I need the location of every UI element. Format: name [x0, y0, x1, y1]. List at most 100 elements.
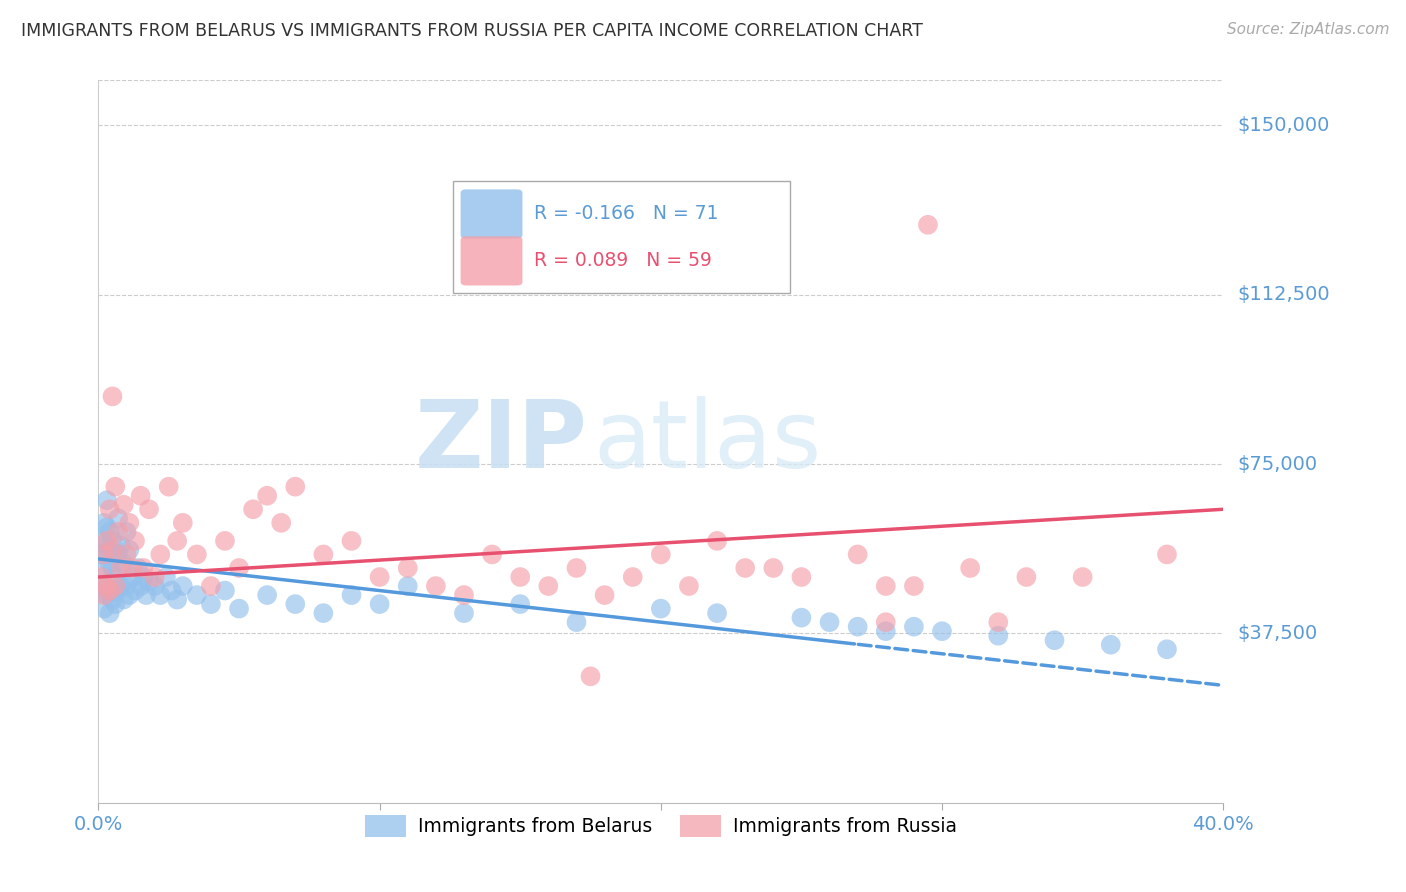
Point [98, 502, 121, 516]
Point [110, 579, 132, 593]
Point [875, 615, 897, 630]
Point [875, 624, 897, 639]
Point [1071, 570, 1094, 584]
Point [129, 489, 152, 503]
Point [636, 253, 658, 268]
Point [93, 548, 115, 562]
Point [903, 579, 925, 593]
Point [734, 561, 756, 575]
Point [93, 561, 115, 575]
Text: $112,500: $112,500 [1237, 285, 1330, 304]
Point [118, 588, 141, 602]
Point [124, 533, 146, 548]
Point [98, 583, 121, 598]
Point [112, 592, 135, 607]
Point [115, 524, 138, 539]
Point [1099, 638, 1122, 652]
Point [481, 548, 503, 562]
Point [242, 502, 264, 516]
Point [1156, 642, 1178, 657]
Point [121, 561, 143, 575]
Point [256, 588, 278, 602]
Point [214, 583, 236, 598]
Point [160, 583, 183, 598]
Point [96, 520, 118, 534]
Point [270, 516, 292, 530]
Point [200, 597, 222, 611]
Point [256, 489, 278, 503]
Point [509, 597, 531, 611]
Point [149, 548, 172, 562]
Point [96, 533, 118, 548]
Point [132, 561, 155, 575]
Point [537, 579, 560, 593]
Point [1156, 548, 1178, 562]
Point [284, 480, 307, 494]
Point [706, 606, 728, 620]
Point [1043, 633, 1066, 648]
Point [110, 538, 132, 552]
Text: atlas: atlas [593, 395, 821, 488]
Point [118, 542, 141, 557]
Point [172, 579, 194, 593]
Point [135, 588, 157, 602]
Point [98, 606, 121, 620]
Point [706, 533, 728, 548]
Point [312, 606, 335, 620]
Point [200, 579, 222, 593]
Point [903, 620, 925, 634]
Point [186, 588, 208, 602]
Point [96, 588, 118, 602]
Point [166, 592, 188, 607]
Text: $37,500: $37,500 [1237, 624, 1317, 643]
Point [959, 561, 981, 575]
Text: R = 0.089   N = 59: R = 0.089 N = 59 [534, 252, 711, 270]
Point [107, 524, 129, 539]
Text: Source: ZipAtlas.com: Source: ZipAtlas.com [1226, 22, 1389, 37]
Point [284, 597, 307, 611]
Point [790, 570, 813, 584]
Point [96, 548, 118, 562]
Point [678, 579, 700, 593]
Point [650, 601, 672, 615]
Point [118, 516, 141, 530]
Point [90, 579, 112, 593]
Text: $75,000: $75,000 [1237, 455, 1317, 474]
Point [107, 511, 129, 525]
Point [90, 548, 112, 562]
Point [875, 579, 897, 593]
Point [138, 574, 160, 589]
Point [115, 548, 138, 562]
Point [846, 620, 869, 634]
Point [155, 570, 177, 584]
Point [104, 548, 127, 562]
Point [340, 533, 363, 548]
Point [149, 588, 172, 602]
Point [166, 533, 188, 548]
Point [143, 579, 166, 593]
Point [453, 606, 475, 620]
Point [340, 588, 363, 602]
Point [368, 570, 391, 584]
Point [104, 570, 127, 584]
Text: ZIP: ZIP [415, 395, 588, 488]
Point [312, 548, 335, 562]
Point [104, 579, 127, 593]
Point [98, 583, 121, 598]
Point [396, 579, 419, 593]
Point [396, 561, 419, 575]
Point [93, 538, 115, 552]
Point [621, 570, 644, 584]
Point [124, 583, 146, 598]
FancyBboxPatch shape [461, 236, 523, 285]
Point [917, 218, 939, 232]
Point [101, 389, 124, 403]
Point [579, 669, 602, 683]
Point [101, 592, 124, 607]
Point [172, 516, 194, 530]
Point [107, 583, 129, 598]
Point [228, 601, 250, 615]
Point [101, 533, 124, 548]
Point [93, 516, 115, 530]
Point [818, 615, 841, 630]
